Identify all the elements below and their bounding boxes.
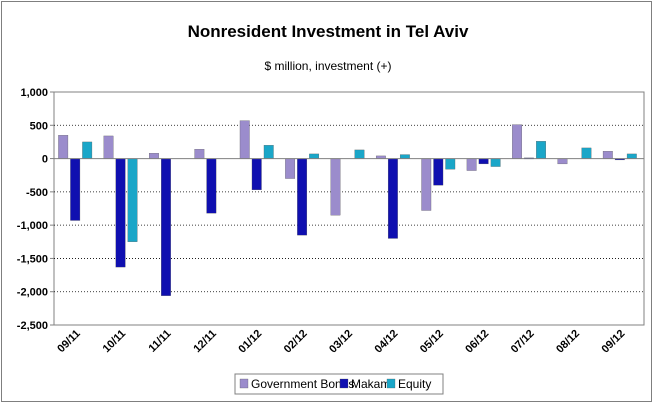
- bar-government-bonds: [557, 158, 568, 165]
- y-axis-ticks: 1,000 500 0 -500 -1,000 -1,500 -2,000 -2,500: [17, 87, 54, 332]
- y-tick-label: -1,000: [17, 220, 48, 232]
- legend-swatch: [339, 378, 349, 389]
- bar-makam: [115, 158, 126, 268]
- bar-government-bonds: [149, 153, 159, 159]
- bar-makam: [433, 158, 444, 186]
- bar-equity: [263, 145, 274, 159]
- bars: [58, 120, 637, 296]
- x-tick-label: 06/12: [463, 328, 491, 356]
- bar-government-bonds: [466, 158, 477, 171]
- bar-government-bonds: [330, 158, 341, 216]
- x-tick-label: 02/12: [282, 328, 310, 356]
- bar-equity: [309, 153, 320, 159]
- x-tick-label: 05/12: [418, 328, 446, 356]
- bar-makam: [387, 158, 398, 239]
- y-tick-label: -1,500: [17, 253, 48, 265]
- plot-area: [53, 91, 645, 326]
- bar-equity: [626, 153, 637, 159]
- x-axis-ticks: 09/11 10/11 11/11 12/11 01/12 02/12 03/12 04/12…: [55, 328, 627, 356]
- x-tick-label: 08/12: [554, 328, 582, 356]
- x-tick-label: 11/11: [146, 328, 173, 355]
- y-tick-label: 0: [42, 154, 48, 166]
- bar-equity: [82, 141, 93, 159]
- legend-label: Makam: [351, 377, 390, 391]
- bar-government-bonds: [285, 158, 296, 179]
- y-tick-label: -2,500: [17, 320, 48, 332]
- legend-swatch: [386, 378, 396, 389]
- bar-government-bonds: [512, 124, 522, 159]
- x-tick-label: 07/12: [509, 328, 537, 356]
- y-tick-label: -2,000: [17, 287, 48, 299]
- bar-equity: [536, 141, 546, 159]
- x-tick-label: 09/12: [599, 328, 627, 356]
- bar-makam: [251, 158, 262, 191]
- bar-makam: [478, 158, 489, 165]
- bar-makam: [297, 158, 308, 236]
- x-tick-label: 12/11: [191, 328, 219, 356]
- x-tick-label: 04/12: [373, 328, 401, 356]
- bar-government-bonds: [58, 135, 69, 159]
- bar-makam: [206, 158, 217, 214]
- bar-government-bonds: [602, 151, 613, 159]
- bar-equity: [127, 158, 138, 242]
- bar-government-bonds: [239, 120, 250, 159]
- y-tick-label: 1,000: [20, 87, 48, 99]
- x-tick-label: 10/11: [101, 328, 129, 356]
- bar-government-bonds: [421, 158, 432, 211]
- bar-makam: [70, 158, 81, 221]
- x-tick-label: 09/11: [55, 328, 83, 356]
- bar-equity: [354, 149, 365, 159]
- bar-equity: [490, 158, 501, 167]
- y-tick-label: 500: [30, 120, 48, 132]
- bar-government-bonds: [194, 149, 205, 159]
- grid-lines: [54, 124, 644, 293]
- legend-label: Government Bonds: [251, 377, 354, 391]
- chart-subtitle: $ million, investment (+): [264, 59, 391, 73]
- x-tick-label: 01/12: [236, 328, 264, 356]
- bar-makam: [161, 158, 171, 296]
- legend-swatch: [239, 378, 249, 389]
- bar-government-bonds: [103, 135, 114, 159]
- bar-equity: [399, 154, 410, 159]
- bar-equity: [581, 147, 592, 159]
- x-tick-label: 03/12: [327, 328, 355, 356]
- legend-label: Equity: [398, 377, 431, 391]
- y-tick-label: -500: [26, 187, 48, 199]
- bar-equity: [445, 158, 456, 170]
- chart-title: Nonresident Investment in Tel Aviv: [188, 22, 469, 41]
